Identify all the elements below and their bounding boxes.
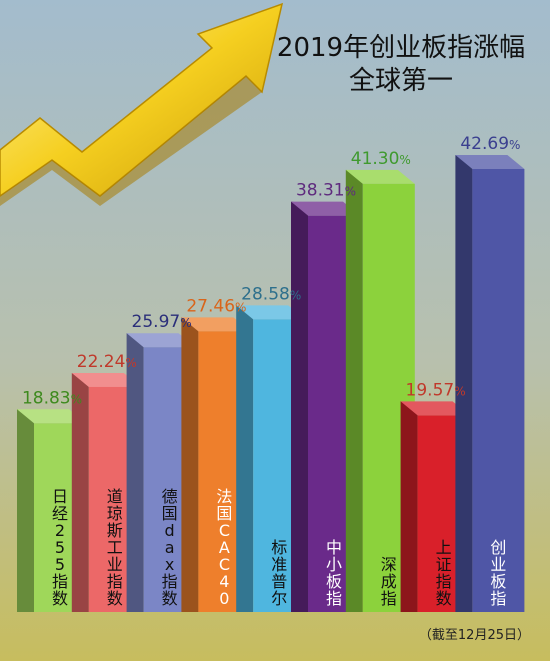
- bar-top: [236, 305, 306, 320]
- bar-front: [472, 169, 525, 612]
- bar-side: [345, 169, 363, 612]
- value-label: 22.24%: [77, 352, 137, 372]
- bars-layer: [17, 155, 525, 613]
- bar-top: [71, 372, 141, 387]
- value-label: 25.97%: [132, 312, 192, 332]
- bar-top: [455, 155, 525, 169]
- date-footnote: （截至12月25日）: [418, 628, 530, 643]
- value-label: 18.83%: [22, 388, 82, 408]
- bar-side: [455, 155, 473, 612]
- bar: [455, 155, 525, 612]
- bar-side: [17, 409, 34, 612]
- bar-top: [126, 333, 196, 348]
- category-label: 创业板指: [490, 538, 506, 608]
- bar-top: [181, 317, 251, 332]
- rising-arrow-icon: [0, 2, 284, 206]
- value-label: 42.69%: [460, 134, 520, 154]
- category-label: 上证指数: [436, 538, 452, 608]
- value-label: 28.58%: [241, 284, 301, 304]
- category-label: 法国 C A C 4 0: [216, 487, 232, 608]
- value-labels-layer: 18.83% 22.24% 25.97%27.46%28.58% 38.31% 41.3…: [22, 134, 520, 408]
- bar-top: [291, 201, 360, 216]
- bar-side: [291, 201, 308, 613]
- chart-title-line1: 2019年创业板指涨幅: [276, 33, 526, 63]
- chart-title-line2: 全球第一: [348, 66, 453, 96]
- category-label: 中小板指: [326, 538, 342, 608]
- bar-side: [181, 317, 199, 612]
- bar-side: [236, 305, 254, 612]
- category-label: 日经 2 5 5 指数: [52, 487, 68, 608]
- value-label: 38.31%: [296, 181, 356, 201]
- value-label: 27.46%: [186, 296, 246, 316]
- category-labels-layer: 日经 2 5 5 指数 道琼斯工业指数 德国 d a x 指数 法国 C A C 4 0 标准普尔 中小板指 深成指 上…: [52, 487, 506, 608]
- value-label: 41.30%: [351, 149, 411, 169]
- category-label: 德国 d a x 指数: [162, 487, 178, 608]
- category-label: 深成指: [381, 555, 397, 608]
- category-label: 道琼斯工业指数: [107, 487, 123, 608]
- bar-top: [17, 409, 86, 424]
- bar-top: [345, 169, 415, 184]
- bar-side: [126, 333, 144, 612]
- chart-title: 2019年创业板指涨幅 全球第一: [266, 32, 536, 98]
- bar-side: [400, 401, 418, 612]
- value-label: 19.57%: [406, 380, 466, 400]
- bar-side: [71, 372, 89, 612]
- category-label: 标准普尔: [271, 538, 287, 608]
- bar-top: [400, 401, 470, 416]
